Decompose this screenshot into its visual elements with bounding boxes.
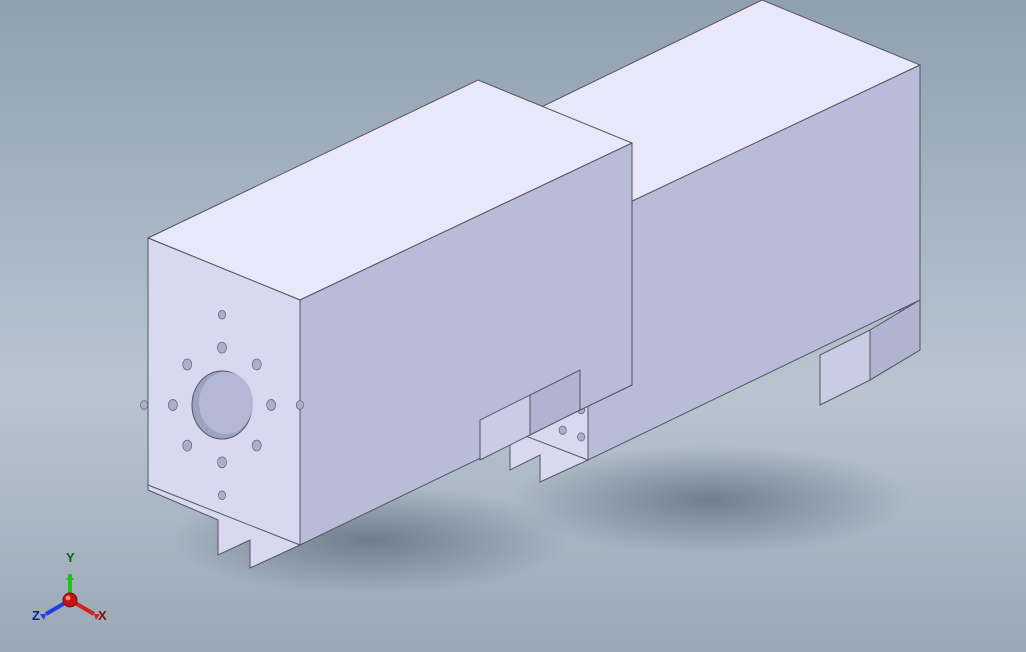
bolt-hole — [252, 440, 261, 451]
bolt-hole-outer — [296, 401, 303, 410]
axis-label-z: Z — [32, 608, 40, 623]
bolt-hole-outer — [218, 310, 225, 319]
bolt-hole — [183, 440, 192, 451]
hole — [559, 426, 566, 434]
axis-label-y: Y — [66, 550, 75, 565]
bolt-hole — [267, 400, 276, 411]
axis-label-x: X — [98, 608, 107, 623]
cad-viewport[interactable]: Y X Z — [0, 0, 1026, 652]
bolt-hole — [218, 457, 227, 468]
bolt-hole — [218, 342, 227, 353]
hole — [578, 433, 585, 441]
bolt-hole-outer — [141, 401, 148, 410]
bolt-hole — [183, 359, 192, 370]
bolt-hole-outer — [218, 491, 225, 500]
orientation-triad[interactable]: Y X Z — [30, 552, 110, 632]
model-canvas[interactable] — [0, 0, 1026, 652]
bolt-hole — [168, 400, 177, 411]
bolt-hole — [252, 359, 261, 370]
